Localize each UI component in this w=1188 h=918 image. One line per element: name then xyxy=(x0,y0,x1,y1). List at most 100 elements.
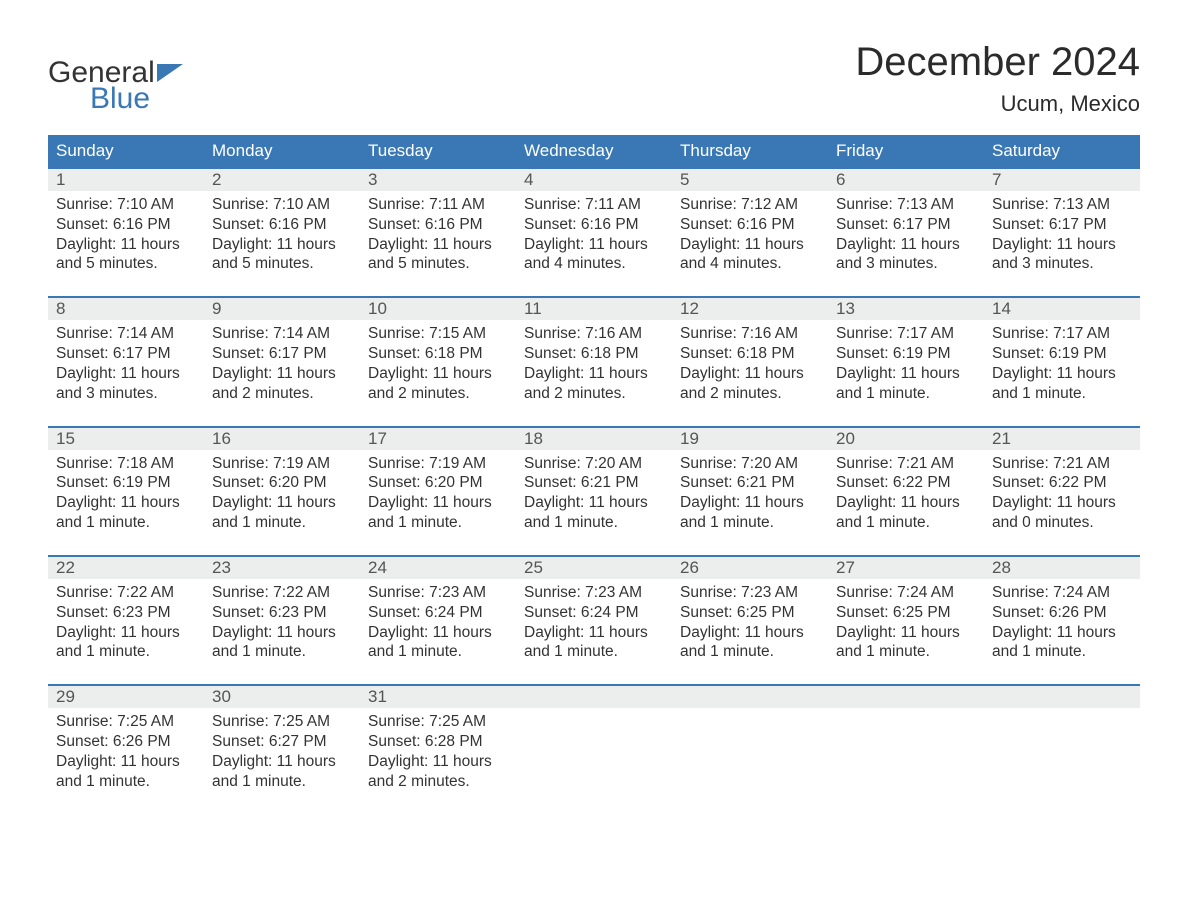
day-data: Sunrise: 7:14 AMSunset: 6:17 PMDaylight:… xyxy=(56,324,196,403)
calendar-day-cell: 22Sunrise: 7:22 AMSunset: 6:23 PMDayligh… xyxy=(48,556,204,685)
calendar-day-cell: 10 Sunrise: 7:15 AMSunset: 6:18 PMDayligh… xyxy=(360,297,516,426)
day-data: Sunrise: 7:11 AMSunset: 6:16 PMDaylight:… xyxy=(524,195,664,274)
day-sunset: Sunset: 6:19 PM xyxy=(992,344,1132,364)
day-dl2: and 4 minutes. xyxy=(524,254,664,274)
calendar-day-cell: 29Sunrise: 7:25 AMSunset: 6:26 PMDayligh… xyxy=(48,685,204,813)
day-number: 10 xyxy=(360,298,516,320)
day-sunset: Sunset: 6:17 PM xyxy=(56,344,196,364)
day-sunset: Sunset: 6:17 PM xyxy=(836,215,976,235)
calendar-week-row: 15Sunrise: 7:18 AMSunset: 6:19 PMDayligh… xyxy=(48,427,1140,556)
day-dl1: Daylight: 11 hours xyxy=(56,493,196,513)
day-dl2: and 3 minutes. xyxy=(56,384,196,404)
calendar-day-cell: 28Sunrise: 7:24 AMSunset: 6:26 PMDayligh… xyxy=(984,556,1140,685)
day-number-empty xyxy=(516,686,672,708)
day-data: Sunrise: 7:23 AMSunset: 6:24 PMDaylight:… xyxy=(524,583,664,662)
day-number: 12 xyxy=(672,298,828,320)
day-dl1: Daylight: 11 hours xyxy=(680,493,820,513)
day-dl2: and 5 minutes. xyxy=(368,254,508,274)
day-sunset: Sunset: 6:24 PM xyxy=(524,603,664,623)
day-data: Sunrise: 7:13 AMSunset: 6:17 PMDaylight:… xyxy=(836,195,976,274)
day-data: Sunrise: 7:12 AMSunset: 6:16 PMDaylight:… xyxy=(680,195,820,274)
day-dl1: Daylight: 11 hours xyxy=(368,493,508,513)
day-data: Sunrise: 7:24 AMSunset: 6:26 PMDaylight:… xyxy=(992,583,1132,662)
day-data: Sunrise: 7:25 AMSunset: 6:26 PMDaylight:… xyxy=(56,712,196,791)
location-label: Ucum, Mexico xyxy=(855,91,1140,117)
day-sunrise: Sunrise: 7:16 AM xyxy=(524,324,664,344)
day-dl1: Daylight: 11 hours xyxy=(368,235,508,255)
calendar-day-cell: 8Sunrise: 7:14 AMSunset: 6:17 PMDaylight… xyxy=(48,297,204,426)
day-dl2: and 1 minute. xyxy=(836,642,976,662)
day-dl1: Daylight: 11 hours xyxy=(992,235,1132,255)
day-sunset: Sunset: 6:16 PM xyxy=(524,215,664,235)
day-sunset: Sunset: 6:25 PM xyxy=(836,603,976,623)
day-number: 19 xyxy=(672,428,828,450)
day-sunset: Sunset: 6:16 PM xyxy=(680,215,820,235)
day-data: Sunrise: 7:19 AMSunset: 6:20 PMDaylight:… xyxy=(368,454,508,533)
calendar-day-cell: 14Sunrise: 7:17 AMSunset: 6:19 PMDayligh… xyxy=(984,297,1140,426)
day-sunrise: Sunrise: 7:25 AM xyxy=(368,712,508,732)
day-data: Sunrise: 7:15 AMSunset: 6:18 PMDaylight:… xyxy=(368,324,508,403)
month-title: December 2024 xyxy=(855,40,1140,85)
day-sunrise: Sunrise: 7:23 AM xyxy=(524,583,664,603)
day-dl1: Daylight: 11 hours xyxy=(368,623,508,643)
calendar-day-cell: 12Sunrise: 7:16 AMSunset: 6:18 PMDayligh… xyxy=(672,297,828,426)
day-number: 2 xyxy=(204,169,360,191)
day-dl2: and 2 minutes. xyxy=(524,384,664,404)
calendar-day-cell: 1Sunrise: 7:10 AMSunset: 6:16 PMDaylight… xyxy=(48,168,204,297)
day-sunset: Sunset: 6:24 PM xyxy=(368,603,508,623)
day-sunrise: Sunrise: 7:14 AM xyxy=(56,324,196,344)
day-data: Sunrise: 7:20 AMSunset: 6:21 PMDaylight:… xyxy=(680,454,820,533)
day-dl1: Daylight: 11 hours xyxy=(56,752,196,772)
calendar-day-cell: 24Sunrise: 7:23 AMSunset: 6:24 PMDayligh… xyxy=(360,556,516,685)
day-sunrise: Sunrise: 7:25 AM xyxy=(212,712,352,732)
day-dl2: and 1 minute. xyxy=(680,642,820,662)
day-data: Sunrise: 7:24 AMSunset: 6:25 PMDaylight:… xyxy=(836,583,976,662)
day-dl2: and 1 minute. xyxy=(368,642,508,662)
calendar-day-cell xyxy=(828,685,984,813)
day-sunrise: Sunrise: 7:24 AM xyxy=(836,583,976,603)
day-header: Tuesday xyxy=(360,135,516,168)
day-sunset: Sunset: 6:28 PM xyxy=(368,732,508,752)
day-dl1: Daylight: 11 hours xyxy=(212,493,352,513)
day-dl2: and 2 minutes. xyxy=(212,384,352,404)
calendar-day-cell: 30Sunrise: 7:25 AMSunset: 6:27 PMDayligh… xyxy=(204,685,360,813)
day-data: Sunrise: 7:22 AMSunset: 6:23 PMDaylight:… xyxy=(56,583,196,662)
day-number: 26 xyxy=(672,557,828,579)
day-sunrise: Sunrise: 7:10 AM xyxy=(212,195,352,215)
day-number: 11 xyxy=(516,298,672,320)
day-dl2: and 1 minute. xyxy=(524,513,664,533)
day-sunset: Sunset: 6:16 PM xyxy=(212,215,352,235)
calendar-day-cell: 7Sunrise: 7:13 AMSunset: 6:17 PMDaylight… xyxy=(984,168,1140,297)
day-sunset: Sunset: 6:21 PM xyxy=(524,473,664,493)
day-dl2: and 0 minutes. xyxy=(992,513,1132,533)
day-number: 25 xyxy=(516,557,672,579)
day-data: Sunrise: 7:22 AMSunset: 6:23 PMDaylight:… xyxy=(212,583,352,662)
brand-part2: Blue xyxy=(90,84,183,114)
day-sunset: Sunset: 6:17 PM xyxy=(992,215,1132,235)
day-data: Sunrise: 7:23 AMSunset: 6:25 PMDaylight:… xyxy=(680,583,820,662)
day-sunset: Sunset: 6:17 PM xyxy=(212,344,352,364)
calendar-day-cell xyxy=(516,685,672,813)
calendar-day-cell: 26 Sunrise: 7:23 AMSunset: 6:25 PMDayligh… xyxy=(672,556,828,685)
calendar-day-cell: 25 Sunrise: 7:23 AMSunset: 6:24 PMDayligh… xyxy=(516,556,672,685)
calendar-day-cell: 18Sunrise: 7:20 AMSunset: 6:21 PMDayligh… xyxy=(516,427,672,556)
day-dl1: Daylight: 11 hours xyxy=(56,623,196,643)
day-sunset: Sunset: 6:18 PM xyxy=(368,344,508,364)
day-sunset: Sunset: 6:21 PM xyxy=(680,473,820,493)
calendar-day-cell: 19 Sunrise: 7:20 AMSunset: 6:21 PMDayligh… xyxy=(672,427,828,556)
day-number: 17 xyxy=(360,428,516,450)
day-dl1: Daylight: 11 hours xyxy=(524,364,664,384)
calendar-day-cell xyxy=(672,685,828,813)
calendar-week-row: 8Sunrise: 7:14 AMSunset: 6:17 PMDaylight… xyxy=(48,297,1140,426)
day-sunrise: Sunrise: 7:17 AM xyxy=(836,324,976,344)
day-dl1: Daylight: 11 hours xyxy=(56,364,196,384)
day-number: 21 xyxy=(984,428,1140,450)
day-sunrise: Sunrise: 7:20 AM xyxy=(680,454,820,474)
day-sunrise: Sunrise: 7:18 AM xyxy=(56,454,196,474)
day-dl2: and 1 minute. xyxy=(212,772,352,792)
day-dl2: and 1 minute. xyxy=(56,772,196,792)
day-dl1: Daylight: 11 hours xyxy=(368,364,508,384)
day-sunrise: Sunrise: 7:15 AM xyxy=(368,324,508,344)
day-dl2: and 1 minute. xyxy=(836,384,976,404)
calendar-table: Sunday Monday Tuesday Wednesday Thursday… xyxy=(48,135,1140,814)
